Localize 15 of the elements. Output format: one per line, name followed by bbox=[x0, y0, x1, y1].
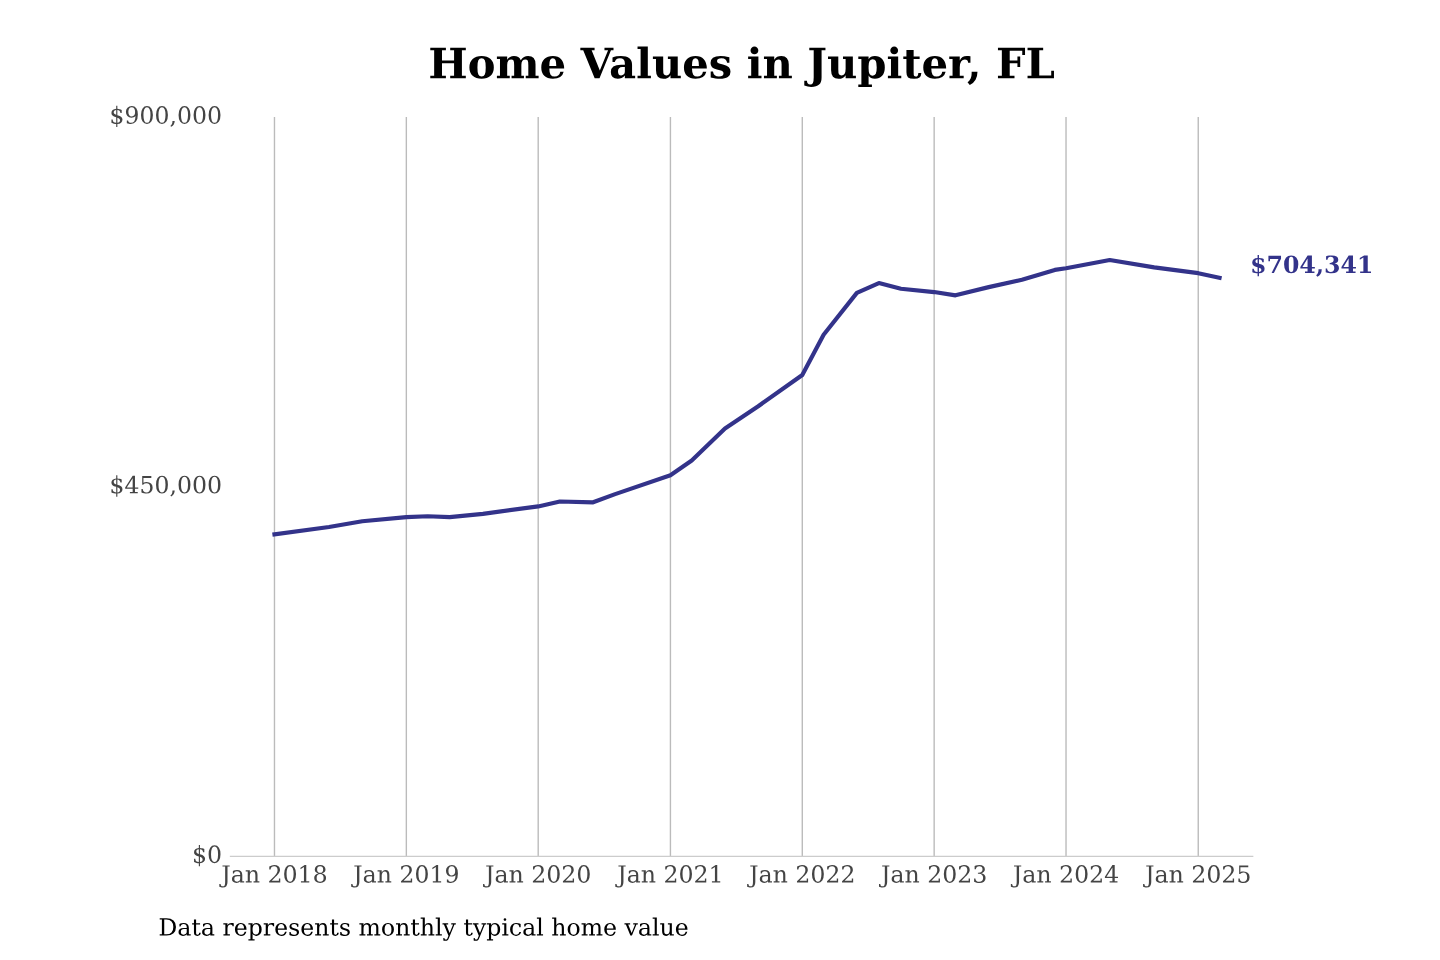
x-tick-label: Jan 2025 bbox=[1143, 865, 1250, 888]
x-tick-label: Jan 2024 bbox=[1010, 865, 1118, 888]
y-tick-label: $450,000 bbox=[111, 475, 221, 497]
line-series bbox=[272, 257, 1222, 537]
y-tick-label: $900,000 bbox=[111, 105, 221, 128]
annotation: $704,341 bbox=[1252, 254, 1371, 277]
x-tick-label: Jan 2023 bbox=[879, 865, 986, 888]
x-tick-label: Jan 2020 bbox=[483, 865, 590, 888]
x-tick-label: Jan 2022 bbox=[747, 865, 854, 888]
y-tick-label: $0 bbox=[194, 844, 221, 867]
x-tick-label: Jan 2019 bbox=[351, 865, 458, 888]
x-tick-label: Jan 2021 bbox=[615, 865, 721, 888]
x-tick-label: Jan 2018 bbox=[219, 865, 327, 888]
text: Data represents monthly typical home value bbox=[159, 917, 688, 941]
chart-title: Home Values in Jupiter, FL bbox=[430, 46, 1054, 87]
